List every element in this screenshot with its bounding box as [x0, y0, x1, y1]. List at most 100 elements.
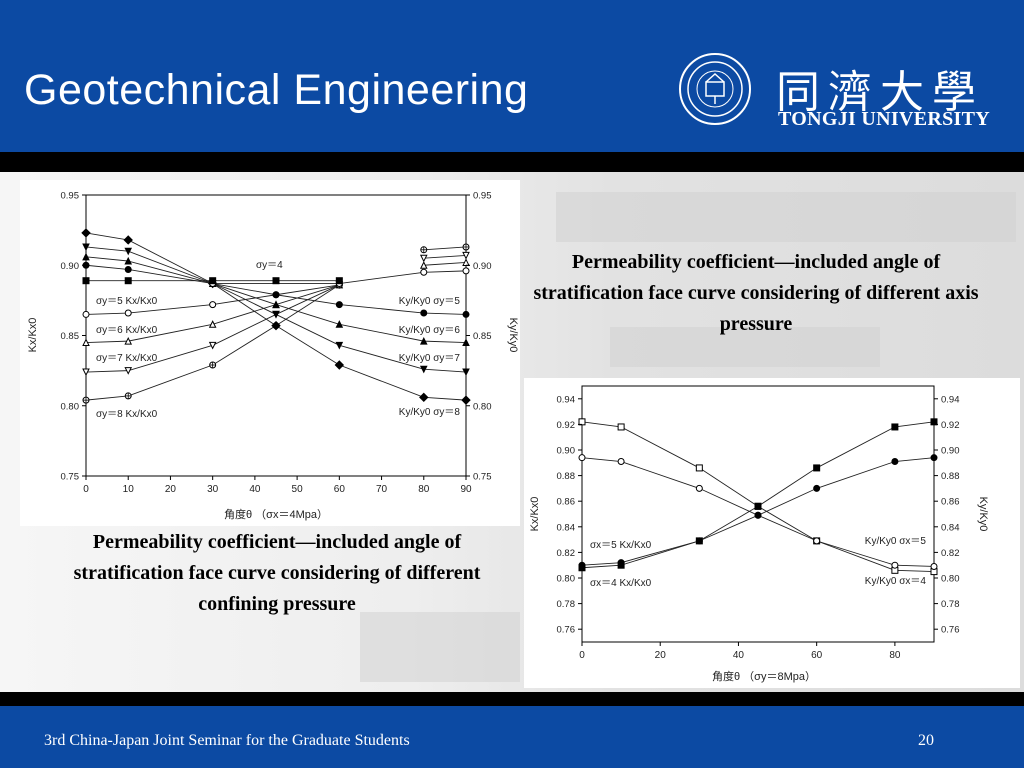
chart2-point-1: [578, 454, 586, 462]
chart1-y-tick-label: 0.95: [61, 191, 80, 202]
chart1-point-10: [462, 251, 470, 260]
chart-axis-pressure: 0 20 40 60 80 0.76 0.76 0.78 0.78 0.80 0.80 0.82 0.8…: [524, 378, 1020, 688]
background-building: [360, 612, 520, 682]
chart2-label-l4: σx＝4 Kx/Kx0: [590, 578, 652, 589]
chart2-label-l5: σx＝5 Kx/Kx0: [590, 540, 652, 551]
background-building: [556, 192, 1016, 242]
chart1-series-line-10: [423, 254, 467, 259]
header-divider: [0, 152, 1024, 172]
chart2-y-tick-label-right: 0.82: [941, 548, 960, 559]
chart1-label-r5: Ky/Ky0 σy＝5: [399, 296, 461, 307]
chart1-series-line-9: [423, 261, 467, 266]
chart2-y-tick-label-right: 0.76: [941, 625, 960, 636]
chart1-point-0: [124, 309, 132, 317]
chart2-point-3: [813, 484, 821, 492]
chart1-point-6: [272, 310, 280, 319]
chart2-y-tick-label: 0.86: [557, 497, 576, 508]
chart1-x-tick-label: 10: [123, 484, 135, 495]
chart1-point-4: [124, 265, 132, 273]
chart1-y-label: Kx/Kx0: [27, 318, 39, 353]
chart1-point-9: [419, 261, 428, 269]
chart2-point-1: [617, 458, 625, 466]
chart2-x-tick-label: 0: [579, 650, 585, 661]
chart1-point-2: [82, 368, 90, 377]
chart2-y-tick-label-right: 0.86: [941, 497, 960, 508]
chart1-point-6: [335, 341, 344, 350]
background-building: [610, 327, 880, 367]
chart1-label-s7: σy＝7 Kx/Kx0: [96, 353, 158, 364]
chart2-point-3: [930, 454, 938, 462]
chart2-y-tick-label: 0.84: [557, 522, 576, 533]
chart1-x-tick-label: 90: [460, 484, 472, 495]
chart2-x-tick-label: 80: [889, 650, 901, 661]
chart1-x-tick-label: 20: [165, 484, 177, 495]
chart2-x-tick-label: 60: [811, 650, 823, 661]
chart2-point-2: [891, 423, 899, 431]
chart1-point-4: [420, 309, 428, 317]
caption-axis-pressure: Permeability coefficient—included angle …: [533, 251, 979, 335]
university-seal-icon: [679, 53, 751, 125]
chart1-x-tick-label: 80: [418, 484, 430, 495]
footer-divider: [0, 692, 1024, 706]
chart2-point-0: [695, 464, 703, 472]
chart1-point-6: [419, 365, 428, 374]
chart1-point-5: [124, 256, 133, 265]
university-name-english: TONGJI UNIVERSITY: [778, 108, 991, 130]
chart1-point-0: [82, 310, 90, 318]
chart1-point-5: [462, 338, 470, 347]
footer-bar: 3rd China-Japan Joint Seminar for the Gr…: [0, 706, 1024, 768]
chart2-y-tick-label: 0.90: [557, 446, 576, 457]
chart2-y-tick-label-right: 0.80: [941, 574, 960, 585]
chart2-y-label-right: Ky/Ky0: [977, 497, 989, 532]
chart2-x-label: 角度θ （σy＝8Mpa）: [712, 669, 816, 683]
chart1-point-4: [335, 301, 343, 309]
chart1-point-10: [419, 254, 428, 263]
chart1-label-r8: Ky/Ky0 σy＝8: [399, 407, 461, 418]
chart1-point-5: [82, 252, 90, 261]
chart2-point-1: [930, 562, 938, 570]
chart1-x-tick-label: 0: [83, 484, 89, 495]
chart1-point-5: [419, 337, 428, 345]
chart1-label-s8: σy＝8 Kx/Kx0: [96, 409, 158, 420]
chart1-point-4: [272, 291, 280, 299]
chart2-y-tick-label: 0.88: [557, 471, 576, 482]
chart2-y-tick-label: 0.92: [557, 420, 576, 431]
chart1-x-tick-label: 40: [249, 484, 261, 495]
chart2-y-tick-label: 0.78: [557, 599, 576, 610]
chart1-point-2: [124, 367, 133, 375]
chart1-x-tick-label: 30: [207, 484, 219, 495]
chart2-x-tick-label: 40: [733, 650, 745, 661]
chart1-point-1: [82, 338, 90, 347]
chart2-point-0: [617, 423, 625, 431]
chart1-point-5: [272, 300, 280, 309]
chart1-y-tick-label-right: 0.85: [473, 331, 492, 342]
university-name-chinese: 同濟大學: [776, 67, 984, 118]
chart1-y-tick-label-right: 0.90: [473, 261, 492, 272]
chart1-point-4: [462, 310, 470, 318]
chart1-point-12: [124, 277, 132, 285]
chart2-y-tick-label-right: 0.84: [941, 522, 960, 533]
page-number: 20: [918, 732, 934, 749]
chart2-label-r5: Ky/Ky0 σx＝5: [865, 536, 927, 547]
header-bar: Geotechnical Engineering 同濟大學 TONGJI UNI…: [0, 0, 1024, 152]
chart1-y-tick-label: 0.75: [61, 472, 80, 483]
chart1-x-tick-label: 60: [334, 484, 346, 495]
chart1-point-7: [419, 392, 429, 403]
chart1-label-s6: σy＝6 Kx/Kx0: [96, 325, 158, 336]
chart2-point-1: [813, 537, 821, 545]
seminar-name: 3rd China-Japan Joint Seminar for the Gr…: [44, 732, 410, 749]
chart1-point-0: [209, 301, 217, 309]
chart1-point-6: [462, 368, 470, 377]
chart1-y-label-right: Ky/Ky0: [507, 318, 519, 353]
chart1-x-label: 角度θ （σx＝4Mpa）: [224, 507, 328, 521]
chart1-label-r7: Ky/Ky0 σy＝7: [399, 353, 461, 364]
chart1-point-8: [420, 268, 428, 276]
caption-confining-pressure: Permeability coefficient—included angle …: [73, 531, 481, 615]
chart1-point-12: [82, 277, 90, 285]
chart1-point-11: [420, 246, 428, 254]
chart2-y-tick-label-right: 0.88: [941, 471, 960, 482]
chart2-y-tick-label-right: 0.94: [941, 394, 960, 405]
chart1-label-r6: Ky/Ky0 σy＝6: [399, 325, 461, 336]
chart2-y-tick-label: 0.94: [557, 394, 576, 405]
chart1-point-1: [124, 337, 133, 345]
